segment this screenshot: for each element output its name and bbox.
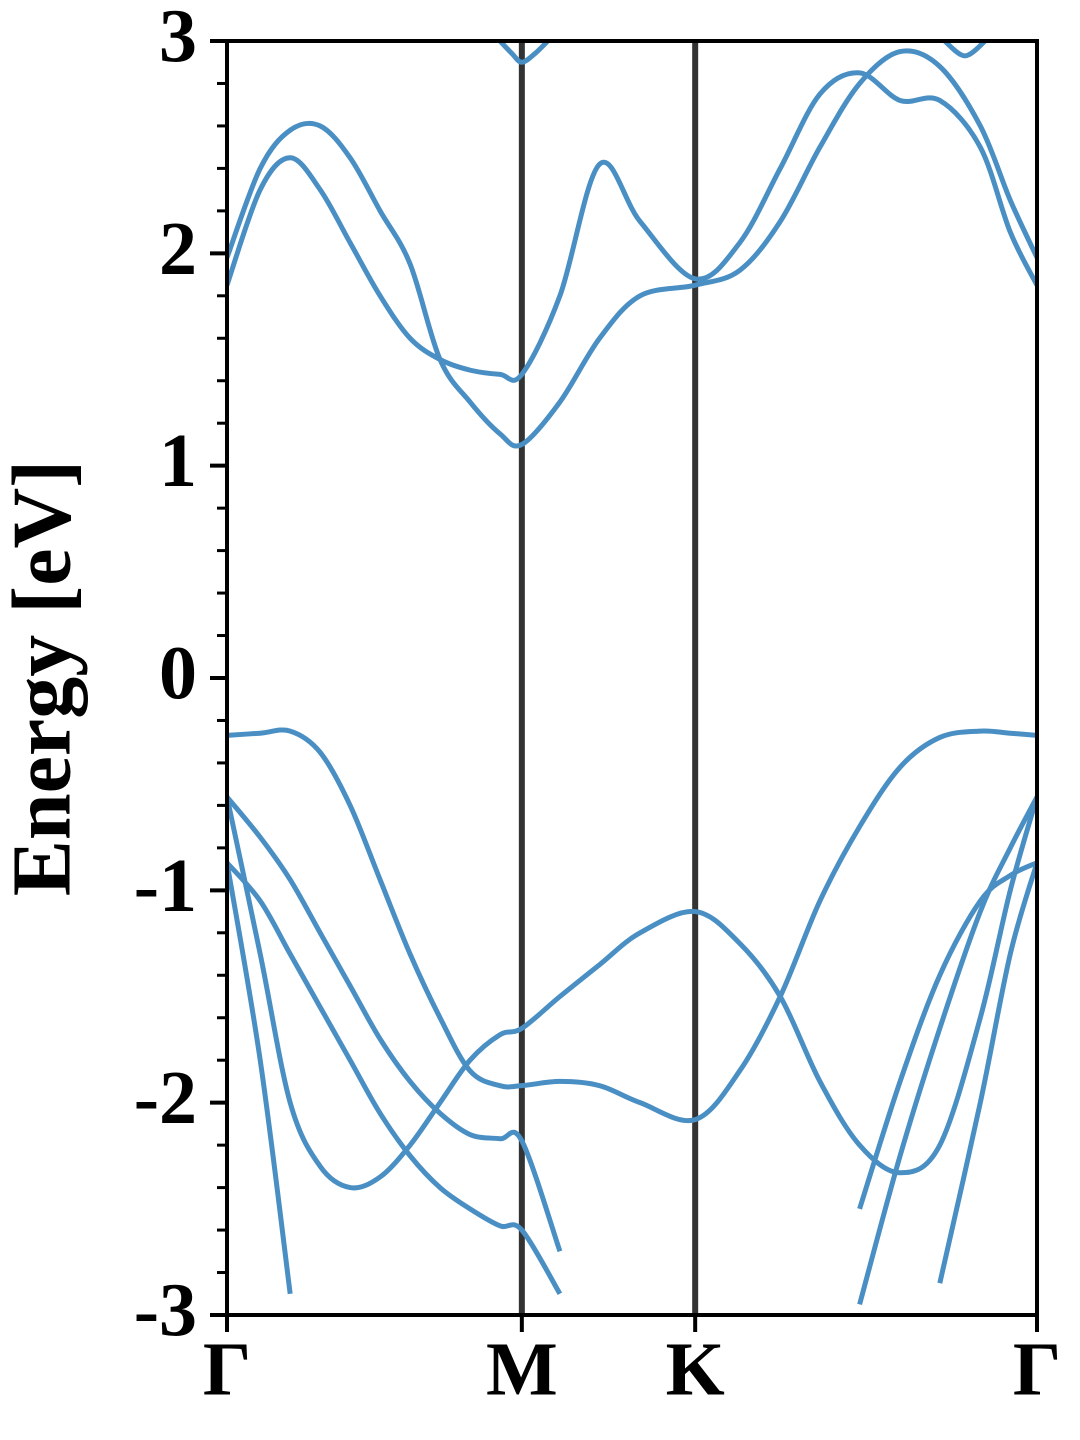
plot-frame [225,39,1039,1317]
y-tick-label: -2 [134,1056,197,1140]
band-line [227,796,1037,1191]
y-tick-label: 1 [159,419,197,503]
band-line [943,41,987,59]
x-tick-label: Γ [1013,1327,1061,1411]
x-tick-label: K [666,1327,725,1411]
y-tick-label: 3 [159,0,197,78]
y-tick-label: -1 [134,844,197,928]
x-tick-label: M [486,1327,558,1411]
band-line [227,862,1037,1295]
band-line [227,795,1037,1306]
y-axis-label: Energy [eV] [0,460,88,896]
y-tick-label: -3 [134,1268,197,1352]
band-line [227,48,1037,449]
x-tick-label: Γ [203,1327,251,1411]
band-line [498,41,550,65]
bands [227,41,1037,1306]
y-tick-label: 2 [159,207,197,291]
y-tick-label: 0 [159,631,197,715]
band-line [227,70,1037,383]
band-line [227,727,1037,1124]
band-line [227,860,1037,1296]
